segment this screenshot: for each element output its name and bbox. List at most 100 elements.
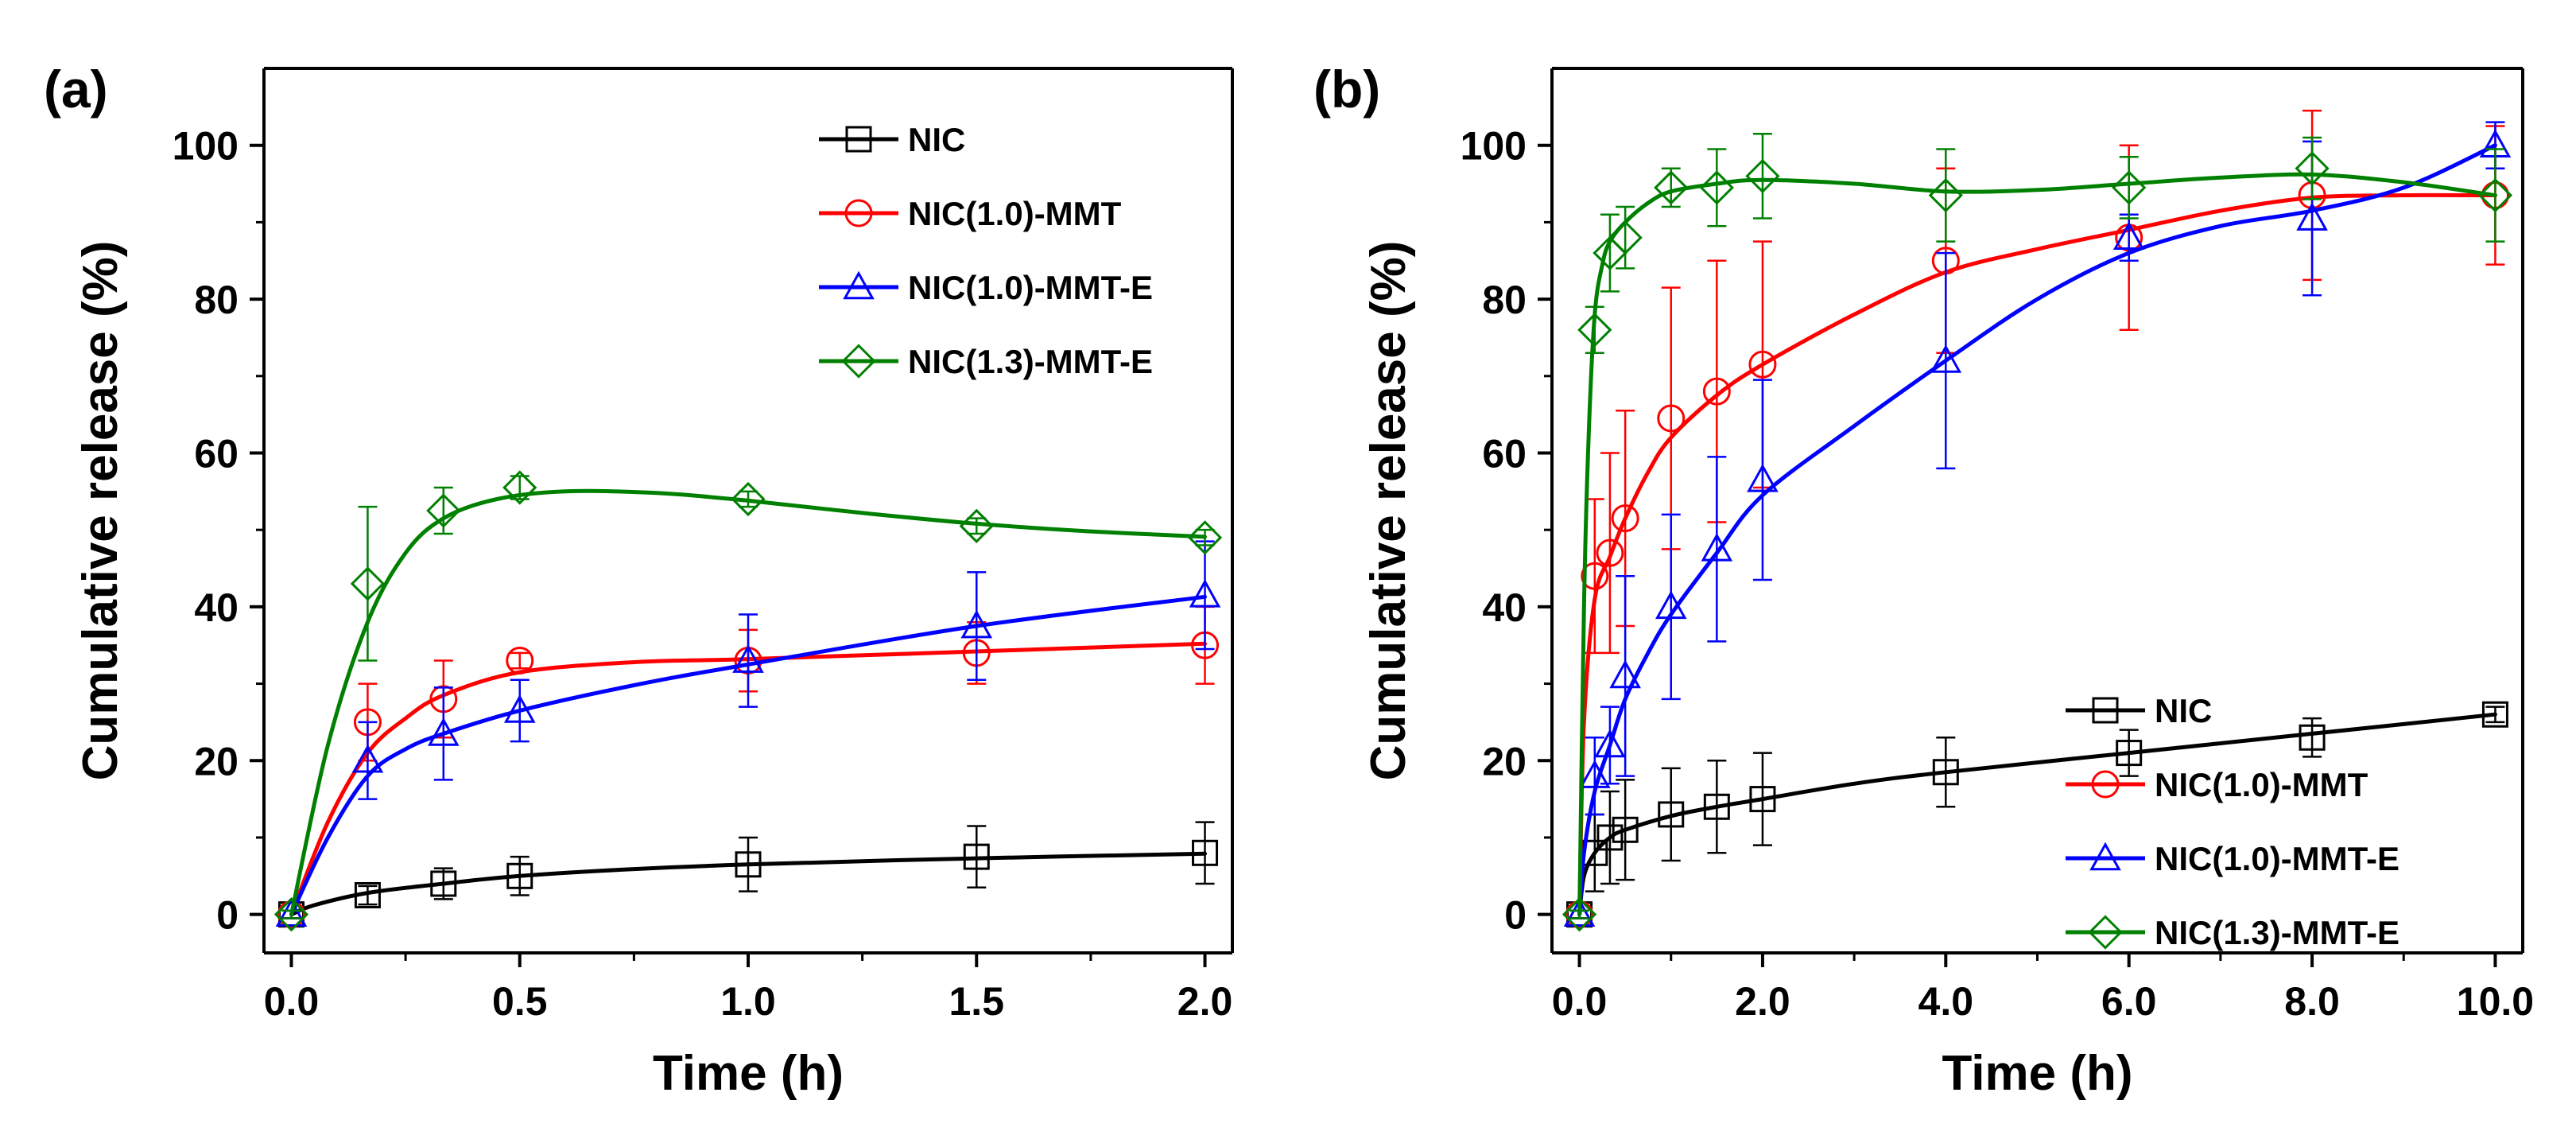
legend-marker <box>844 199 873 227</box>
data-point <box>963 843 990 870</box>
data-point <box>1577 313 1612 348</box>
data-point <box>1654 170 1689 205</box>
data-point <box>1748 350 1777 379</box>
x-tick-label: 0.0 <box>264 979 320 1024</box>
x-tick-label: 10.0 <box>2457 979 2534 1024</box>
series-2 <box>1563 121 2512 927</box>
data-point <box>1930 344 1962 373</box>
data-point <box>1747 463 1779 492</box>
legend-marker <box>845 126 872 153</box>
data-point <box>1608 220 1643 255</box>
legend-label: NIC(1.0)-MMT <box>2155 766 2368 803</box>
data-point <box>2299 724 2326 751</box>
series-0 <box>277 821 1219 928</box>
legend-label: NIC(1.3)-MMT-E <box>2155 914 2399 951</box>
x-tick-label: 6.0 <box>2101 979 2157 1024</box>
data-point <box>959 508 994 543</box>
y-tick-label: 20 <box>194 739 239 783</box>
series-line <box>289 851 1207 917</box>
data-point <box>1699 170 1734 205</box>
series-line <box>1577 712 2497 917</box>
data-point <box>354 881 381 908</box>
data-point <box>427 717 460 746</box>
y-tick-label: 60 <box>1482 431 1527 476</box>
chart-panel-b: (b) 0 20 40 60 80 100 0.0 2.0 4.0 6.0 8.0 10.0 Time (… <box>1313 60 2534 1101</box>
series-line <box>289 594 1207 917</box>
data-point <box>503 694 536 723</box>
y-tick-label: 20 <box>1482 739 1527 783</box>
data-point <box>351 744 384 773</box>
legend-marker <box>2091 770 2120 799</box>
data-point <box>732 644 764 673</box>
data-point <box>274 897 309 932</box>
series-line <box>289 641 1207 917</box>
data-point <box>1749 786 1776 813</box>
data-point <box>1657 404 1686 433</box>
x-tick-label: 2.0 <box>1735 979 1790 1024</box>
y-tick-label: 40 <box>1482 585 1527 630</box>
x-tick-label: 0.5 <box>492 979 548 1024</box>
data-point <box>1562 897 1597 932</box>
data-point <box>2112 221 2145 251</box>
data-point <box>1932 759 1959 786</box>
data-point <box>1658 801 1685 828</box>
series-0 <box>1566 701 2508 928</box>
data-point <box>1701 533 1733 562</box>
data-point <box>1187 520 1223 555</box>
data-point <box>426 493 461 528</box>
series-2 <box>275 540 1221 927</box>
y-axis-title: Cumulative release (%) <box>73 241 128 781</box>
y-tick-label: 100 <box>173 124 239 169</box>
data-point <box>1596 538 1624 567</box>
data-point <box>1655 590 1687 620</box>
data-point <box>2295 151 2330 186</box>
series-1 <box>1565 109 2509 929</box>
legend-marker <box>2088 915 2123 950</box>
y-axis-title: Cumulative release (%) <box>1361 241 1416 781</box>
series-3 <box>274 470 1223 932</box>
y-tick-label: 100 <box>1461 124 1527 169</box>
panel-label: (b) <box>1313 60 1380 119</box>
y-tick-label: 40 <box>194 585 239 630</box>
data-point <box>350 566 386 601</box>
data-point <box>731 481 766 517</box>
data-point <box>1611 504 1639 533</box>
legend-label: NIC(1.3)-MMT-E <box>908 343 1153 380</box>
legend-label: NIC <box>2155 692 2212 729</box>
data-point <box>1581 562 1609 590</box>
data-point <box>1578 760 1611 788</box>
y-tick-label: 80 <box>1482 278 1527 322</box>
data-point <box>2296 202 2328 231</box>
legend: NIC NIC(1.0)-MMT NIC(1.0)-MMT-E NIC(1.3)-MM… <box>2066 692 2399 951</box>
data-point <box>1563 898 1596 927</box>
data-point <box>2112 170 2147 205</box>
data-point <box>735 851 762 878</box>
data-point <box>1612 816 1639 843</box>
series-3 <box>1562 132 2513 932</box>
legend-label: NIC(1.0)-MMT <box>908 195 1122 232</box>
series-line <box>1577 172 2497 917</box>
y-tick-label: 60 <box>194 431 239 476</box>
chart-panel-a: (a) 0 20 40 60 80 100 0.0 0.5 1.0 1.5 2.0 Time (h) Cu… <box>44 60 1234 1101</box>
legend: NIC NIC(1.0)-MMT NIC(1.0)-MMT-E NIC(1.3)-MM… <box>819 121 1153 380</box>
x-axis-title: Time (h) <box>653 1046 844 1101</box>
data-point <box>1596 824 1624 851</box>
data-point <box>430 870 457 897</box>
data-point <box>502 470 537 505</box>
legend-marker <box>843 270 875 300</box>
x-tick-label: 4.0 <box>1918 979 1974 1024</box>
series-line <box>1577 192 2497 917</box>
data-point <box>1745 158 1780 193</box>
data-point <box>1189 579 1221 608</box>
series-line <box>1577 143 2497 917</box>
data-point <box>1594 729 1626 758</box>
y-tick-label: 0 <box>1504 893 1527 938</box>
data-point <box>1928 177 1963 213</box>
x-tick-label: 2.0 <box>1177 979 1233 1024</box>
data-point <box>960 609 993 639</box>
data-point <box>2116 740 2143 767</box>
x-tick-label: 8.0 <box>2284 979 2340 1024</box>
data-point <box>506 647 534 675</box>
data-point <box>1192 839 1219 866</box>
